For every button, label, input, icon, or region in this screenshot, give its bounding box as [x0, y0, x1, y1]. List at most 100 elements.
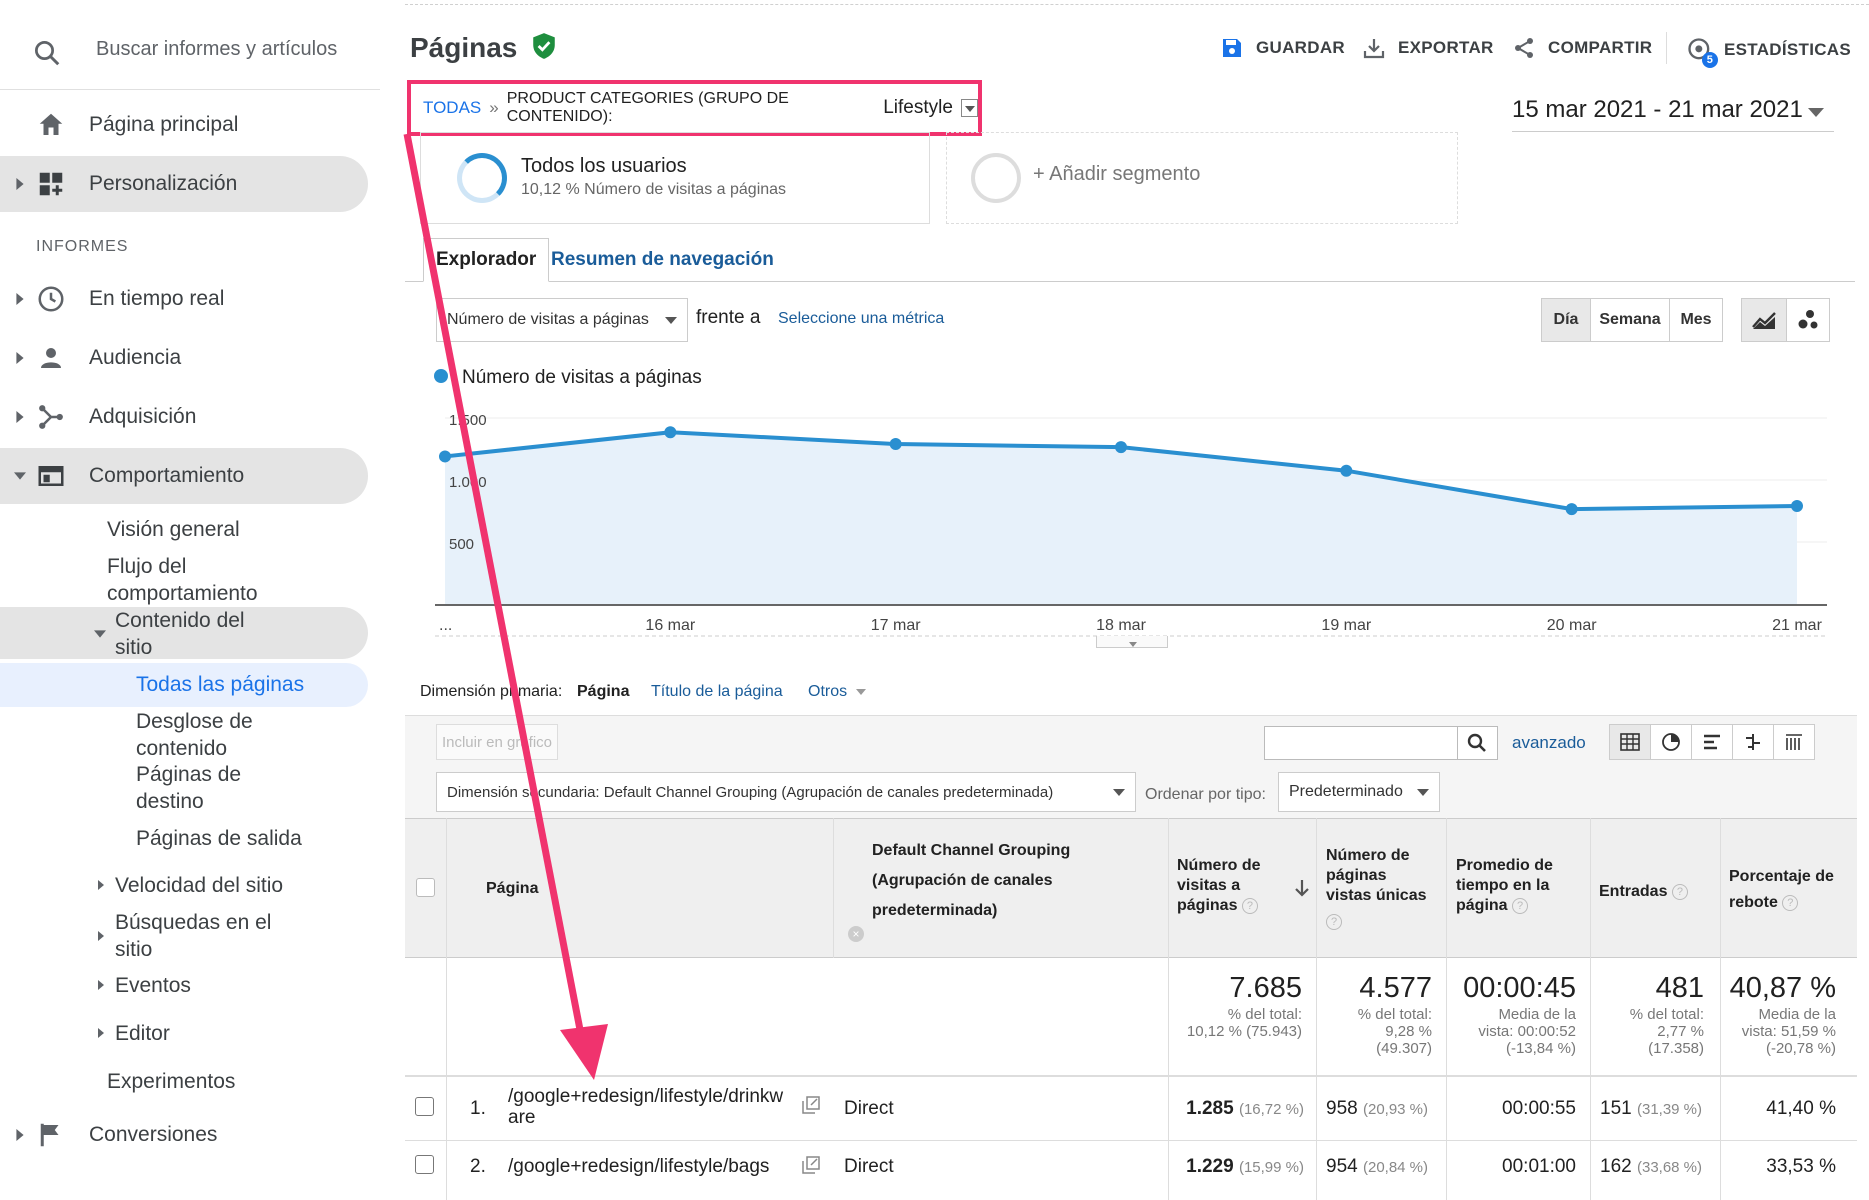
breadcrumb-dropdown[interactable]: [960, 99, 978, 117]
sort-descending-icon[interactable]: [1294, 878, 1310, 898]
plot-rows-button[interactable]: Incluir en gráfico: [436, 724, 558, 760]
sidebar-item-audience[interactable]: Audiencia: [0, 330, 368, 386]
sidebar-item-experiments[interactable]: Experimentos: [107, 1070, 236, 1093]
add-segment-button[interactable]: + Añadir segmento: [946, 132, 1458, 224]
row-page-link[interactable]: /google+redesign/lifestyle/drinkw are: [508, 1086, 783, 1128]
share-button[interactable]: COMPARTIR: [1512, 36, 1652, 60]
day-button[interactable]: Día: [1541, 298, 1591, 342]
sidebar-item-overview[interactable]: Visión general: [107, 518, 240, 541]
chart-point[interactable]: [889, 438, 902, 451]
row-checkbox[interactable]: [415, 1155, 434, 1174]
sidebar-item-behavior-flow[interactable]: Flujo del comportamiento: [107, 553, 258, 607]
table-view-button[interactable]: [1609, 724, 1651, 760]
chart-point[interactable]: [664, 426, 677, 439]
sidebar-item-realtime[interactable]: En tiempo real: [0, 271, 368, 327]
performance-view-button[interactable]: [1691, 724, 1733, 760]
sort-type-label: Ordenar por tipo:: [1145, 786, 1266, 803]
export-button[interactable]: EXPORTAR: [1362, 36, 1494, 60]
motion-chart-button[interactable]: [1786, 298, 1830, 342]
open-page-icon[interactable]: [802, 1096, 820, 1114]
row-channel[interactable]: Direct: [844, 1098, 894, 1119]
dimension-page[interactable]: Página: [577, 683, 630, 700]
col-header-page[interactable]: Página: [486, 880, 539, 897]
line-chart-button[interactable]: [1741, 298, 1787, 342]
sidebar-item-home[interactable]: Página principal: [0, 97, 368, 153]
sidebar-item-label: Comportamiento: [89, 464, 245, 487]
insights-button[interactable]: 5 ESTADÍSTICAS: [1686, 36, 1851, 68]
breadcrumb-all-link[interactable]: TODAS: [423, 98, 482, 117]
sidebar-item-acquisition[interactable]: Adquisición: [0, 389, 368, 445]
col-header-bounce-rate[interactable]: Porcentaje de rebote ?: [1729, 864, 1834, 916]
table-search-input[interactable]: [1264, 726, 1458, 760]
col-header-entrances[interactable]: Entradas ?: [1599, 882, 1688, 902]
flag-icon: [40, 1123, 59, 1147]
sidebar-item-site-search[interactable]: Búsquedas en el sitio: [115, 909, 271, 963]
row-channel[interactable]: Direct: [844, 1156, 894, 1177]
secondary-dimension-select[interactable]: Dimensión secundaria: Default Channel Gr…: [436, 772, 1136, 812]
col-header-line: vistas únicas: [1326, 887, 1427, 904]
sidebar-item-customization[interactable]: Personalización: [0, 156, 368, 212]
sidebar-item-publisher[interactable]: Editor: [115, 1022, 170, 1045]
chart-point[interactable]: [1791, 500, 1803, 513]
select-all-checkbox[interactable]: [416, 878, 435, 897]
help-icon[interactable]: ?: [1782, 894, 1799, 911]
dimension-others[interactable]: Otros: [808, 683, 866, 701]
sort-type-select[interactable]: Predeterminado: [1278, 772, 1440, 812]
pivot-view-button[interactable]: [1773, 724, 1815, 760]
sidebar-item-events[interactable]: Eventos: [115, 974, 191, 997]
advanced-filter-link[interactable]: avanzado: [1512, 733, 1586, 752]
segment-ring-icon: [457, 153, 507, 203]
help-icon[interactable]: ?: [1512, 897, 1529, 914]
comparison-view-button[interactable]: [1732, 724, 1774, 760]
col-header-pageviews[interactable]: Número de visitas a páginas ?: [1177, 856, 1261, 916]
sidebar-item-exit-pages[interactable]: Páginas de salida: [136, 827, 302, 850]
x-tick-label: 16 mar: [645, 617, 695, 634]
dimension-page-title[interactable]: Título de la página: [651, 683, 783, 700]
verified-shield-icon: [533, 33, 555, 59]
chart-collapse-handle[interactable]: [1096, 636, 1168, 648]
chart-point[interactable]: [1340, 464, 1353, 477]
chart-point[interactable]: [439, 450, 451, 463]
remove-secondary-dimension-icon[interactable]: ×: [848, 926, 864, 942]
segment-all-users[interactable]: Todos los usuarios 10,12 % Número de vis…: [420, 132, 930, 224]
select-metric-link[interactable]: Seleccione una métrica: [778, 310, 945, 327]
download-icon: [1363, 39, 1385, 59]
search-input[interactable]: Buscar informes y artículos: [96, 38, 338, 60]
pageviews-chart: 500 1.000 1.500 ... 16 mar 17 mar 18 mar 19 ma…: [435, 412, 1827, 637]
sidebar-item-site-content[interactable]: Contenido del sitio: [115, 607, 245, 661]
total-sub-line: (49.307): [1376, 1040, 1432, 1057]
sidebar-item-site-speed[interactable]: Velocidad del sitio: [115, 874, 284, 897]
table-search-button[interactable]: [1458, 726, 1498, 760]
chart-point[interactable]: [1565, 503, 1578, 516]
help-icon[interactable]: ?: [1241, 897, 1258, 914]
help-icon[interactable]: ?: [1671, 883, 1688, 900]
save-button[interactable]: GUARDAR: [1220, 36, 1345, 60]
open-page-icon[interactable]: [802, 1156, 820, 1174]
metric-select[interactable]: Número de visitas a páginas: [436, 298, 688, 342]
date-range-picker[interactable]: 15 mar 2021 - 21 mar 2021: [1512, 96, 1834, 132]
column-divider: [1446, 818, 1447, 1200]
tab-explorer[interactable]: Explorador: [423, 238, 550, 282]
month-button[interactable]: Mes: [1669, 298, 1723, 342]
column-divider: [1316, 818, 1317, 1200]
sidebar-item-landing-pages[interactable]: Páginas de destino: [136, 761, 241, 815]
col-header-channel[interactable]: Default Channel Grouping (Agrupación de …: [872, 836, 1070, 926]
sidebar-item-content-drilldown[interactable]: Desglose de contenido: [136, 708, 253, 762]
col-header-unique-pageviews[interactable]: Número de páginas vistas únicas ?: [1326, 846, 1427, 932]
row-checkbox[interactable]: [415, 1097, 434, 1116]
column-divider: [1720, 818, 1721, 1200]
help-icon[interactable]: ?: [1326, 913, 1342, 930]
line-chart-icon: [1752, 312, 1776, 329]
sidebar-item-conversions[interactable]: Conversiones: [0, 1107, 368, 1163]
sidebar-item-behavior[interactable]: Comportamiento: [0, 448, 368, 504]
sidebar-search[interactable]: Buscar informes y artículos: [0, 10, 380, 90]
pie-view-button[interactable]: [1650, 724, 1692, 760]
week-button[interactable]: Semana: [1590, 298, 1670, 342]
col-header-avg-time[interactable]: Promedio de tiempo en la página ?: [1456, 856, 1553, 916]
row-page-link[interactable]: /google+redesign/lifestyle/bags: [508, 1156, 770, 1177]
sidebar-item-all-pages[interactable]: Todas las páginas: [136, 673, 305, 696]
tab-navigation-summary[interactable]: Resumen de navegación: [551, 249, 774, 270]
search-icon: [1467, 733, 1486, 752]
y-tick-label: 500: [449, 536, 474, 553]
chart-point[interactable]: [1115, 441, 1127, 454]
